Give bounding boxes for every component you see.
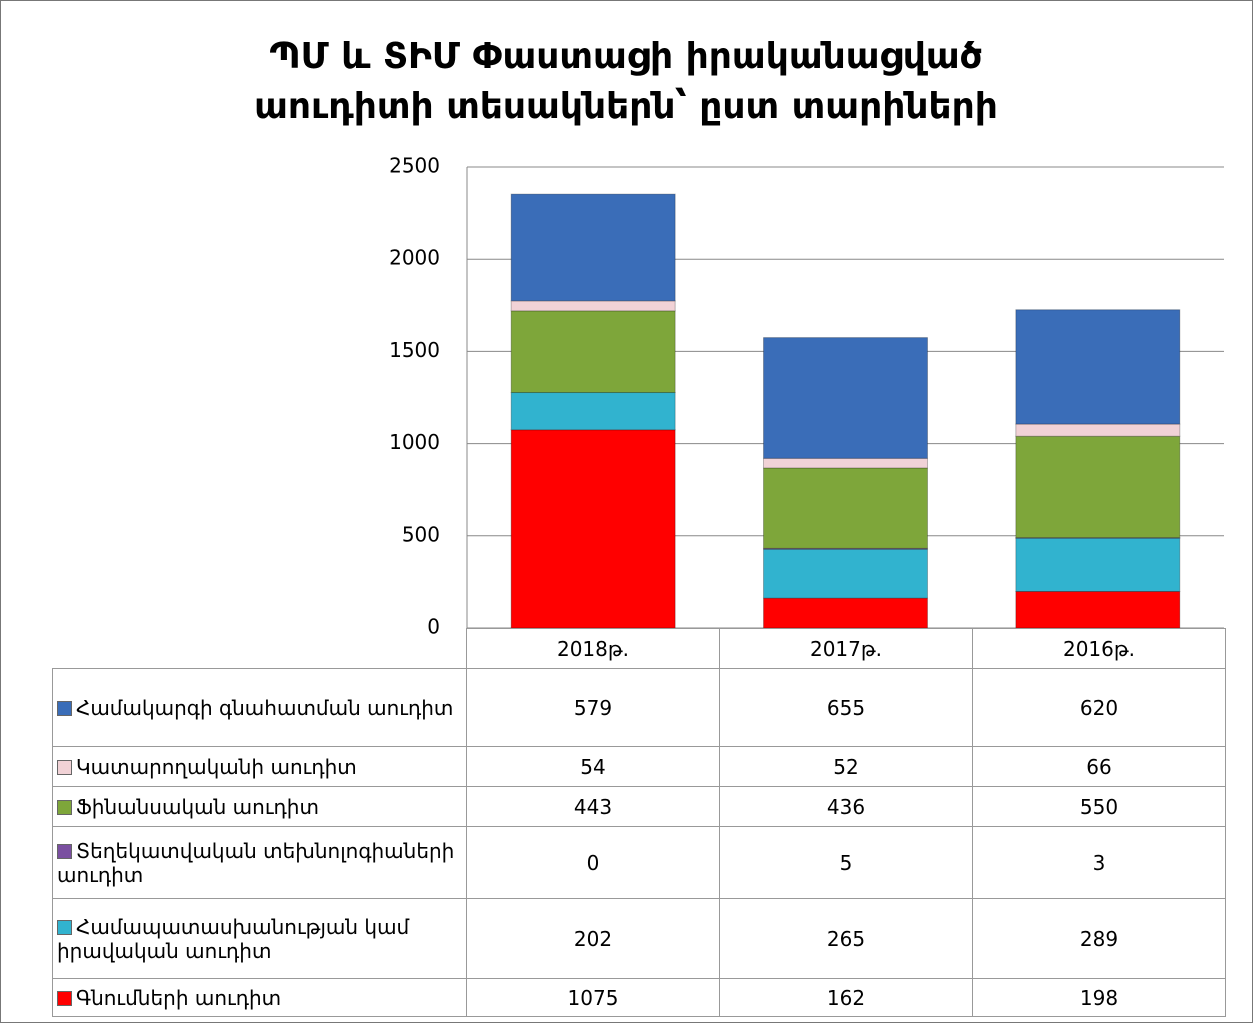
legend-cell: Տեղեկատվական տեխնոլոգիաների աուդիտ <box>52 826 467 899</box>
legend-cell: Համակարգի գնահատման աուդիտ <box>52 668 467 747</box>
category-label: 2018թ. <box>466 628 720 669</box>
table-row: Ֆինանսական աուդիտ 443 436 550 <box>52 786 1226 827</box>
legend-label: Ֆինանսական աուդիտ <box>76 794 319 819</box>
legend-label: Գնումների աուդիտ <box>76 985 282 1010</box>
legend-swatch <box>57 799 72 815</box>
bar-segment <box>763 467 928 549</box>
category-label: 2017թ. <box>719 628 973 669</box>
value-cell: 579 <box>466 668 720 747</box>
corner-cell <box>53 629 467 669</box>
value-cell: 54 <box>466 746 720 787</box>
legend-cell: Կատարողականի աուդիտ <box>52 746 467 787</box>
y-tick-label: 0 <box>427 615 440 639</box>
bar-segment <box>510 392 676 431</box>
value-cell: 550 <box>972 786 1226 827</box>
value-cell: 162 <box>719 978 973 1017</box>
bar-segment <box>763 337 928 459</box>
bar-segment <box>1015 309 1181 425</box>
value-cell: 0 <box>466 826 720 899</box>
value-cell: 655 <box>719 668 973 747</box>
bar-segment <box>510 193 676 302</box>
y-tick-label: 2000 <box>389 246 440 270</box>
value-cell: 198 <box>972 978 1226 1017</box>
legend-label: Համապատասխանության կամ իրավական աուդիտ <box>57 914 410 963</box>
legend-swatch <box>57 759 72 775</box>
value-cell: 3 <box>972 826 1226 899</box>
table-row: Գնումների աուդիտ 1075 162 198 <box>52 978 1226 1017</box>
bar-segment <box>763 548 928 599</box>
bar-segment <box>763 597 928 629</box>
y-tick-label: 1500 <box>389 338 440 362</box>
y-tick-label: 2500 <box>389 154 440 178</box>
value-cell: 52 <box>719 746 973 787</box>
value-cell: 443 <box>466 786 720 827</box>
legend-cell: Գնումների աուդիտ <box>52 978 467 1017</box>
legend-swatch <box>57 919 72 935</box>
legend-label: Համակարգի գնահատման աուդիտ <box>76 695 454 720</box>
table-row: Համակարգի գնահատման աուդիտ 579 655 620 <box>52 668 1226 747</box>
table-header-row: 2018թ. 2017թ. 2016թ. <box>53 628 1226 669</box>
value-cell: 265 <box>719 898 973 979</box>
category-label: 2016թ. <box>972 628 1226 669</box>
y-tick-label: 500 <box>402 522 440 546</box>
legend-label: Կատարողականի աուդիտ <box>76 754 357 779</box>
value-cell: 5 <box>719 826 973 899</box>
bar-segment <box>1015 423 1181 437</box>
bar-segment <box>1015 435 1181 539</box>
legend-cell: Ֆինանսական աուդիտ <box>52 786 467 827</box>
legend-label: Տեղեկատվական տեխնոլոգիաների աուդիտ <box>57 838 455 887</box>
bar-segment <box>510 429 676 629</box>
value-cell: 66 <box>972 746 1226 787</box>
bar-segment <box>510 300 676 312</box>
table-row: Տեղեկատվական տեխնոլոգիաների աուդիտ 0 5 3 <box>52 826 1226 899</box>
bar-segment <box>1015 590 1181 629</box>
y-tick-label: 1000 <box>389 430 440 454</box>
chart-title: ՊՄ և ՏԻՄ Փաստացի իրականացված <box>269 36 982 77</box>
value-cell: 436 <box>719 786 973 827</box>
table-row: Կատարողականի աուդիտ 54 52 66 <box>52 746 1226 787</box>
bar-segment <box>510 310 676 394</box>
value-cell: 289 <box>972 898 1226 979</box>
legend-swatch <box>57 700 72 716</box>
value-cell: 620 <box>972 668 1226 747</box>
bar-segment <box>1015 537 1181 592</box>
data-table: 2018թ. 2017թ. 2016թ. Համակարգի գնահատման աո… <box>52 628 1226 1017</box>
value-cell: 1075 <box>466 978 720 1017</box>
chart-title: աուդիտի տեսակներն՝ ըստ տարիների <box>254 86 998 127</box>
table-row: Համապատասխանության կամ իրավական աուդիտ 20… <box>52 898 1226 979</box>
legend-swatch <box>57 990 72 1006</box>
legend-swatch <box>57 843 72 859</box>
legend-cell: Համապատասխանության կամ իրավական աուդիտ <box>52 898 467 979</box>
value-cell: 202 <box>466 898 720 979</box>
bar-segment <box>763 457 928 469</box>
